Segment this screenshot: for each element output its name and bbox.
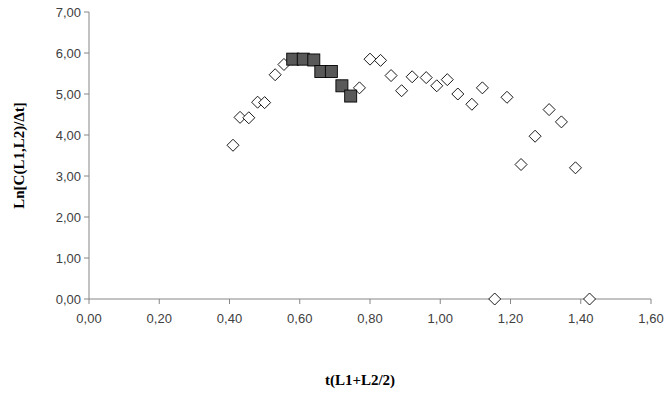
x-tick-label: 0,00 (76, 311, 101, 326)
point (420, 72, 432, 84)
point (555, 116, 567, 128)
x-tick-label: 1,40 (568, 311, 593, 326)
plot-area (227, 53, 596, 305)
y-tick (84, 299, 89, 300)
point (515, 159, 527, 171)
x-tick (651, 299, 652, 304)
y-tick (84, 12, 89, 13)
x-tick-label: 0,40 (217, 311, 242, 326)
y-tick-label: 5,00 (56, 87, 81, 102)
x-tick (299, 299, 300, 304)
y-tick-label: 0,00 (56, 292, 81, 307)
y-tick (84, 135, 89, 136)
chart: 0,00 1,00 2,00 3,00 4,00 5,00 6,00 7,00 0,00 0,20… (0, 0, 664, 402)
x-tick (580, 299, 581, 304)
y-tick (84, 176, 89, 177)
y-tick-label: 2,00 (56, 210, 81, 225)
x-tick (159, 299, 160, 304)
point (396, 85, 408, 97)
x-tick (510, 299, 511, 304)
point (476, 82, 488, 94)
point (569, 162, 581, 174)
x-tick (370, 299, 371, 304)
x-tick-label: 1,20 (498, 311, 523, 326)
y-tick-label: 6,00 (56, 46, 81, 61)
point (243, 112, 255, 124)
point (345, 90, 357, 102)
y-tick (84, 258, 89, 259)
y-tick (84, 94, 89, 95)
point (584, 293, 596, 305)
point (269, 69, 281, 81)
point (452, 88, 464, 100)
point (364, 53, 376, 65)
y-tick (84, 53, 89, 54)
point (501, 91, 513, 103)
y-tick (84, 217, 89, 218)
y-tick-label: 7,00 (56, 5, 81, 20)
y-axis-label: Ln[C(L1,L2)/Δt] (11, 102, 28, 209)
x-tick (229, 299, 230, 304)
point (259, 97, 271, 109)
point (529, 130, 541, 142)
x-tick (440, 299, 441, 304)
y-tick-label: 1,00 (56, 251, 81, 266)
point (466, 98, 478, 110)
y-tick-label: 4,00 (56, 128, 81, 143)
x-tick-label: 1,60 (638, 311, 663, 326)
x-tick-label: 0,20 (147, 311, 172, 326)
x-tick-label: 1,00 (428, 311, 453, 326)
x-axis-label: t(L1+L2/2) (325, 372, 395, 389)
point (385, 70, 397, 82)
point (489, 293, 501, 305)
x-tick (89, 299, 90, 304)
y-axis (89, 12, 90, 299)
point (431, 80, 443, 92)
point (227, 139, 239, 151)
point (308, 54, 320, 66)
point (441, 74, 453, 86)
y-tick-label: 3,00 (56, 169, 81, 184)
point (406, 71, 418, 83)
point (375, 54, 387, 66)
x-tick-label: 0,80 (357, 311, 382, 326)
point (543, 104, 555, 116)
x-tick-label: 0,60 (287, 311, 312, 326)
point (325, 65, 337, 77)
